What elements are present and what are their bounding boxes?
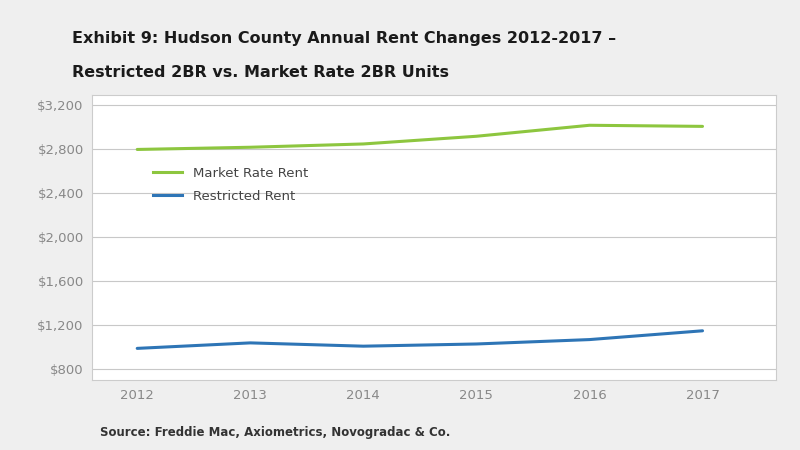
Text: Source: Freddie Mac, Axiometrics, Novogradac & Co.: Source: Freddie Mac, Axiometrics, Novogr… [100,426,450,439]
Text: Restricted 2BR vs. Market Rate 2BR Units: Restricted 2BR vs. Market Rate 2BR Units [72,65,449,80]
Legend: Market Rate Rent, Restricted Rent: Market Rate Rent, Restricted Rent [154,167,308,203]
Text: Exhibit 9: Hudson County Annual Rent Changes 2012-2017 –: Exhibit 9: Hudson County Annual Rent Cha… [72,32,616,46]
